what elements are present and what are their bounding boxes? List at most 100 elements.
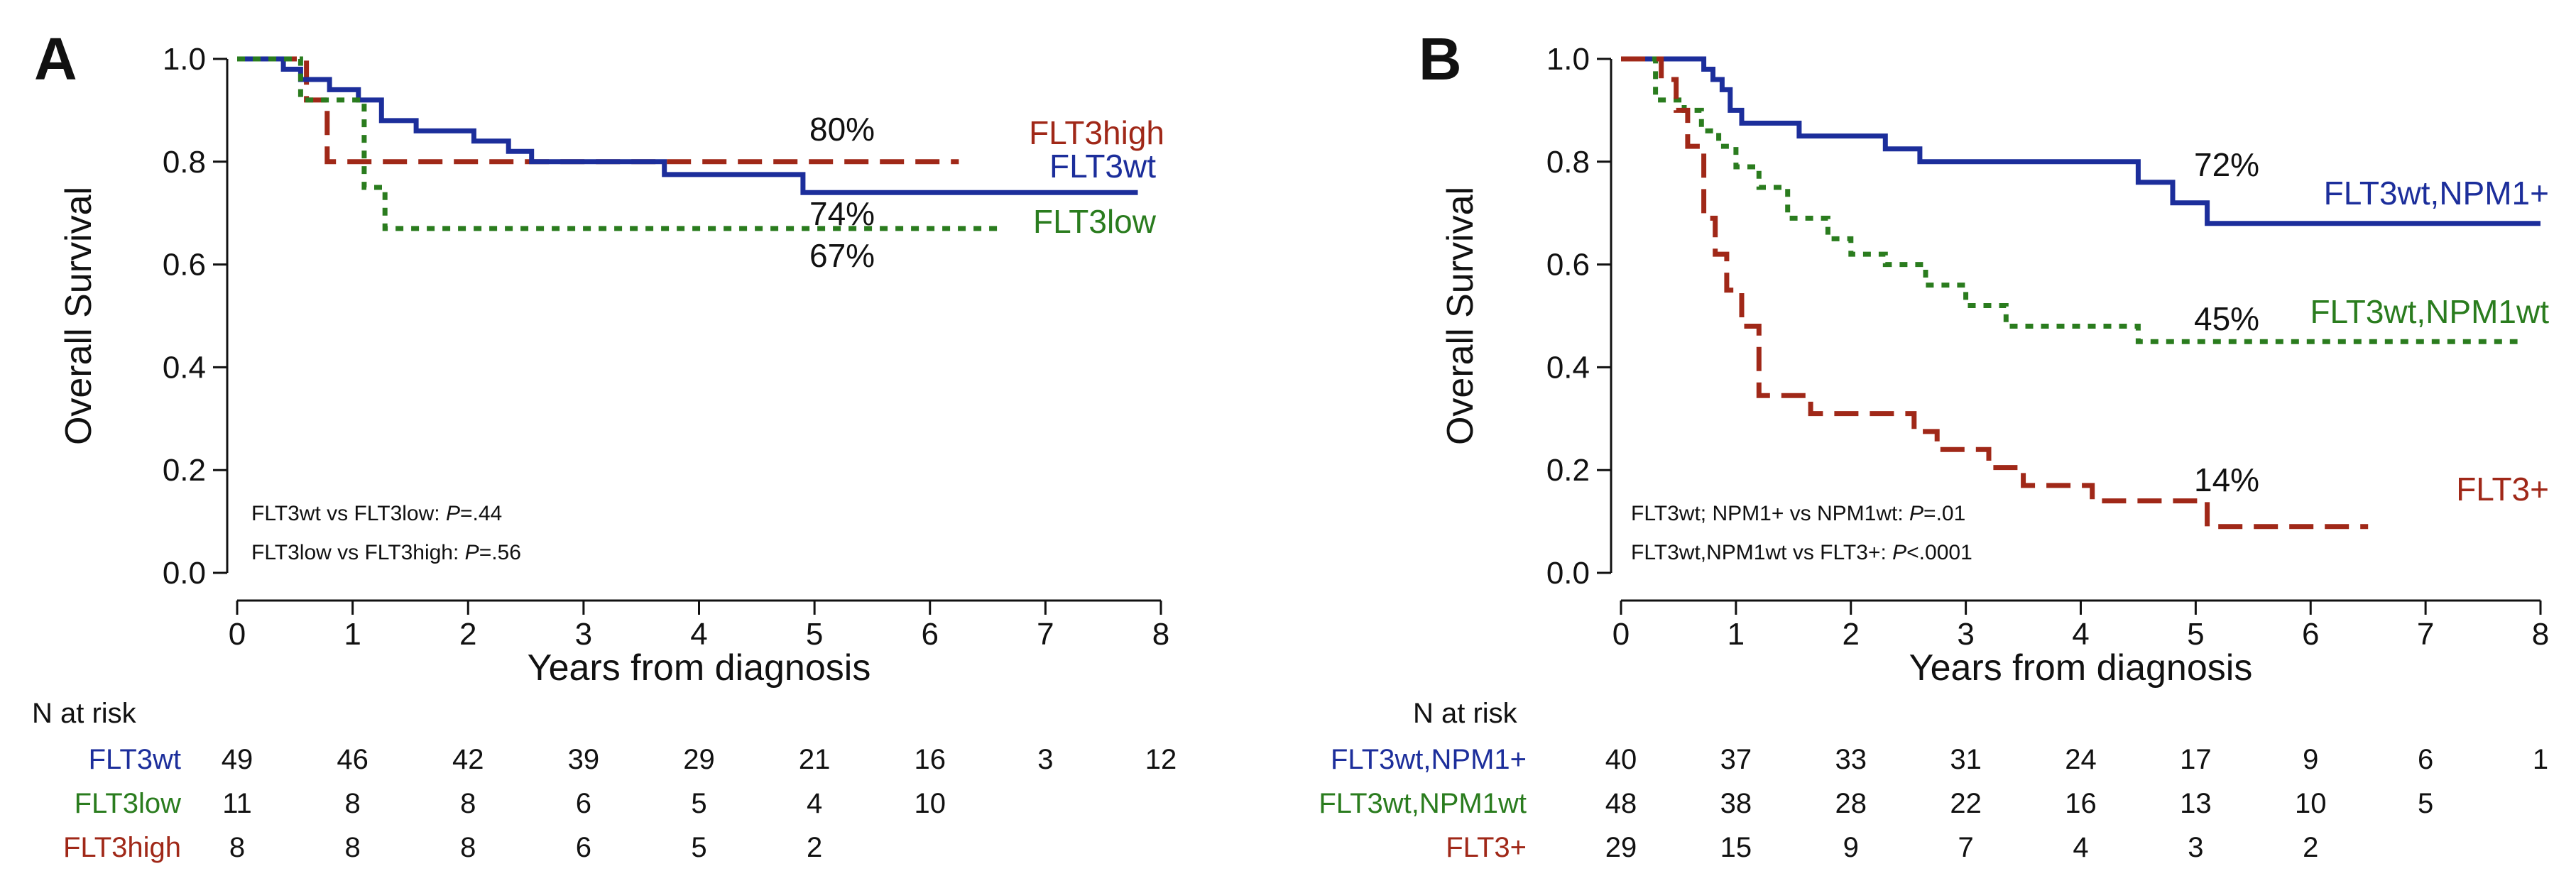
x-tick-label: 4 xyxy=(690,617,707,652)
risk-cell: 8 xyxy=(345,832,361,863)
y-tick-label: 1.0 xyxy=(1546,42,1590,77)
risk-cell: 29 xyxy=(683,744,715,775)
risk-cell: 11 xyxy=(222,788,252,819)
p-annotation-symbol: P xyxy=(465,541,479,564)
risk-cell: 16 xyxy=(915,744,946,775)
x-tick-label: 5 xyxy=(2187,617,2204,652)
risk-row-name: FLT3wt xyxy=(89,744,181,775)
risk-table-title: N at risk xyxy=(32,698,137,729)
risk-cell: 9 xyxy=(2303,744,2318,775)
y-tick-label: 0.2 xyxy=(163,453,206,488)
risk-cell: 17 xyxy=(2180,744,2212,775)
risk-cell: 8 xyxy=(229,832,245,863)
p-value-annotation: FLT3wt vs FLT3low: P=.44 xyxy=(251,502,502,525)
risk-cell: 29 xyxy=(1605,832,1637,863)
risk-cell: 48 xyxy=(1605,788,1637,819)
series-end-label: 74% xyxy=(809,195,875,232)
x-axis-label: Years from diagnosis xyxy=(1909,647,2253,689)
x-axis-label: Years from diagnosis xyxy=(528,647,871,689)
risk-cell: 28 xyxy=(1835,788,1867,819)
risk-cell: 31 xyxy=(1950,744,1982,775)
x-tick-label: 8 xyxy=(2532,617,2549,652)
survival-curve-1 xyxy=(237,56,1138,195)
series-name-label: FLT3+ xyxy=(2456,471,2549,508)
y-tick-label: 1.0 xyxy=(163,42,206,77)
x-tick-label: 8 xyxy=(1152,617,1169,652)
y-tick-label: 0.6 xyxy=(163,248,206,283)
x-tick-label: 2 xyxy=(1843,617,1860,652)
survival-curve-2 xyxy=(1621,56,2369,530)
p-annotation-prefix: FLT3wt vs FLT3low: xyxy=(251,502,446,525)
y-tick-label: 0.0 xyxy=(1546,556,1590,591)
series-name-label: FLT3wt,NPM1wt xyxy=(2310,293,2549,330)
p-annotation-prefix: FLT3wt; NPM1+ vs NPM1wt: xyxy=(1631,502,1909,525)
series-end-label: 45% xyxy=(2194,300,2259,337)
risk-cell: 1 xyxy=(2533,744,2548,775)
risk-cell: 49 xyxy=(222,744,253,775)
y-tick-label: 0.8 xyxy=(163,145,206,180)
p-annotation-value: <.0001 xyxy=(1906,541,1972,564)
survival-curve-2 xyxy=(237,56,1000,231)
series-name-label: FLT3high xyxy=(1029,114,1164,151)
risk-cell: 8 xyxy=(345,788,361,819)
y-tick-label: 0.4 xyxy=(163,350,206,385)
x-tick-label: 0 xyxy=(1612,617,1630,652)
risk-cell: 5 xyxy=(2418,788,2433,819)
risk-cell: 22 xyxy=(1950,788,1982,819)
risk-row-name: FLT3wt,NPM1wt xyxy=(1319,788,1527,819)
risk-cell: 10 xyxy=(2295,788,2327,819)
series-name-label: FLT3wt,NPM1+ xyxy=(2324,175,2549,212)
x-tick-label: 7 xyxy=(1037,617,1054,652)
p-annotation-value: =.44 xyxy=(460,502,502,525)
x-tick-label: 1 xyxy=(344,617,361,652)
risk-cell: 8 xyxy=(460,788,476,819)
risk-cell: 38 xyxy=(1720,788,1752,819)
y-tick-label: 0.4 xyxy=(1546,350,1590,385)
p-annotation-value: =.01 xyxy=(1923,502,1965,525)
risk-row-name: FLT3+ xyxy=(1446,832,1527,863)
series-name-label: FLT3low xyxy=(1033,203,1157,240)
risk-cell: 2 xyxy=(2303,832,2318,863)
x-tick-label: 2 xyxy=(459,617,476,652)
risk-cell: 37 xyxy=(1720,744,1752,775)
risk-cell: 33 xyxy=(1835,744,1867,775)
risk-cell: 5 xyxy=(691,832,706,863)
panel-label: B xyxy=(1419,26,1462,92)
y-tick-label: 0.2 xyxy=(1546,453,1590,488)
series-end-label: 67% xyxy=(809,237,875,274)
risk-cell: 15 xyxy=(1720,832,1752,863)
risk-cell: 46 xyxy=(337,744,369,775)
x-tick-label: 3 xyxy=(575,617,592,652)
risk-row-name: FLT3low xyxy=(75,788,182,819)
y-tick-label: 0.0 xyxy=(163,556,206,591)
x-tick-label: 7 xyxy=(2417,617,2434,652)
risk-cell: 4 xyxy=(807,788,822,819)
y-tick-label: 0.6 xyxy=(1546,248,1590,283)
p-value-annotation: FLT3low vs FLT3high: P=.56 xyxy=(251,541,521,564)
survival-curve-0 xyxy=(237,56,959,165)
x-tick-label: 1 xyxy=(1728,617,1745,652)
p-annotation-symbol: P xyxy=(1892,541,1906,564)
risk-cell: 9 xyxy=(1843,832,1859,863)
risk-cell: 42 xyxy=(452,744,484,775)
risk-cell: 12 xyxy=(1145,744,1177,775)
risk-cell: 3 xyxy=(1037,744,1053,775)
risk-cell: 21 xyxy=(799,744,831,775)
x-tick-label: 6 xyxy=(2302,617,2319,652)
p-annotation-symbol: P xyxy=(1909,502,1923,525)
p-value-annotation: FLT3wt,NPM1wt vs FLT3+: P<.0001 xyxy=(1631,541,1972,564)
risk-row-name: FLT3high xyxy=(63,832,181,863)
risk-cell: 6 xyxy=(2418,744,2433,775)
x-tick-label: 6 xyxy=(922,617,939,652)
y-axis-label: Overall Survival xyxy=(1440,187,1481,445)
risk-cell: 16 xyxy=(2065,788,2097,819)
series-end-label: 80% xyxy=(809,111,875,148)
x-tick-label: 3 xyxy=(1957,617,1974,652)
risk-cell: 6 xyxy=(576,788,591,819)
risk-cell: 7 xyxy=(1958,832,1974,863)
risk-cell: 3 xyxy=(2188,832,2203,863)
risk-cell: 13 xyxy=(2180,788,2212,819)
risk-table-title: N at risk xyxy=(1413,698,1518,729)
